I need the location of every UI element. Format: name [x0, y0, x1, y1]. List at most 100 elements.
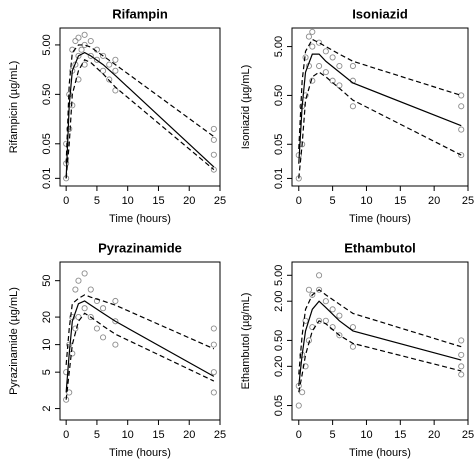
x-axis-label: Time (hours) — [109, 213, 171, 225]
data-point — [322, 69, 329, 76]
data-point — [210, 325, 217, 332]
data-point — [112, 318, 119, 325]
data-point — [210, 151, 217, 158]
y-tick-label: 0.50 — [273, 330, 285, 351]
y-tick-label: 0.50 — [273, 85, 285, 106]
data-point — [112, 56, 119, 63]
y-tick-label: 20 — [41, 311, 53, 323]
plot-frame — [59, 261, 221, 421]
x-tick-label: 15 — [152, 429, 164, 441]
data-point — [329, 306, 336, 313]
percentile-line — [65, 59, 215, 179]
data-point — [336, 332, 343, 339]
data-point — [309, 43, 316, 50]
data-point — [316, 317, 323, 324]
data-point — [322, 298, 329, 305]
x-tick-label: 0 — [63, 429, 69, 441]
x-tick-label: 20 — [183, 195, 195, 207]
data-point — [309, 77, 316, 84]
data-point — [81, 41, 88, 48]
x-axis-label: Time (hours) — [349, 447, 411, 459]
x-tick-label: 15 — [394, 429, 406, 441]
data-point — [81, 31, 88, 38]
data-point — [309, 291, 316, 298]
x-tick-label: 0 — [296, 195, 302, 207]
data-point — [458, 152, 465, 159]
data-point — [81, 61, 88, 68]
data-point — [93, 325, 100, 332]
data-point — [316, 39, 323, 46]
data-point — [75, 34, 82, 41]
y-tick-label: 2 — [41, 406, 53, 412]
data-point — [87, 314, 94, 321]
plot-frame — [59, 27, 221, 187]
data-point — [299, 389, 306, 396]
data-point — [106, 76, 113, 83]
data-point — [93, 56, 100, 63]
y-tick-label: 5.00 — [273, 265, 285, 286]
data-point — [75, 277, 82, 284]
data-point — [458, 351, 465, 358]
data-point — [210, 341, 217, 348]
x-tick-label: 25 — [462, 195, 474, 207]
panel-title: Ethambutol — [344, 240, 416, 255]
x-tick-label: 5 — [94, 195, 100, 207]
percentile-line — [65, 294, 215, 365]
median-line — [65, 300, 215, 393]
data-point — [106, 61, 113, 68]
x-tick-label: 20 — [428, 429, 440, 441]
data-point — [81, 305, 88, 312]
x-tick-label: 10 — [360, 429, 372, 441]
y-tick-label: 5.00 — [41, 34, 53, 55]
data-point — [87, 52, 94, 59]
x-tick-label: 10 — [360, 195, 372, 207]
data-point — [305, 33, 312, 40]
data-point — [210, 166, 217, 173]
data-point — [305, 286, 312, 293]
percentile-line — [298, 71, 462, 179]
panel-title: Pyrazinamide — [98, 240, 182, 255]
data-point — [458, 371, 465, 378]
data-point — [316, 62, 323, 70]
data-point — [112, 67, 119, 74]
data-point — [100, 52, 107, 59]
x-axis-label: Time (hours) — [109, 447, 171, 459]
panel-title: Rifampin — [112, 6, 168, 21]
x-tick-label: 15 — [394, 195, 406, 207]
data-point — [322, 48, 329, 55]
y-tick-label: 0.50 — [41, 84, 53, 105]
percentile-line — [298, 288, 462, 375]
plot-frame — [291, 261, 469, 421]
data-point — [69, 350, 76, 357]
y-tick-label: 50 — [41, 275, 53, 287]
median-line — [298, 53, 462, 164]
x-tick-label: 15 — [152, 195, 164, 207]
percentile-line — [298, 320, 462, 393]
data-point — [112, 341, 119, 348]
data-point — [87, 37, 94, 45]
y-tick-label: 0.05 — [41, 133, 53, 154]
data-point — [66, 125, 73, 132]
percentile-line — [65, 44, 215, 164]
panel-title: Isoniazid — [352, 6, 408, 21]
data-point — [100, 305, 107, 312]
data-point — [210, 389, 217, 396]
percentile-line — [65, 312, 215, 400]
data-point — [336, 312, 343, 319]
data-point — [302, 363, 309, 370]
y-tick-label: 0.20 — [273, 356, 285, 377]
data-point — [458, 92, 465, 99]
y-tick-label: 10 — [41, 338, 53, 350]
data-point — [210, 369, 217, 376]
data-point — [87, 286, 94, 293]
y-axis-label: Rifampicin (µg/mL) — [8, 61, 20, 154]
data-point — [336, 82, 343, 89]
data-point — [302, 54, 309, 61]
data-point — [458, 103, 465, 110]
x-tick-label: 0 — [296, 429, 302, 441]
data-point — [100, 334, 107, 341]
data-point — [72, 325, 79, 332]
y-axis-label: Isoniazid (µg/mL) — [240, 65, 252, 150]
data-point — [349, 324, 356, 331]
